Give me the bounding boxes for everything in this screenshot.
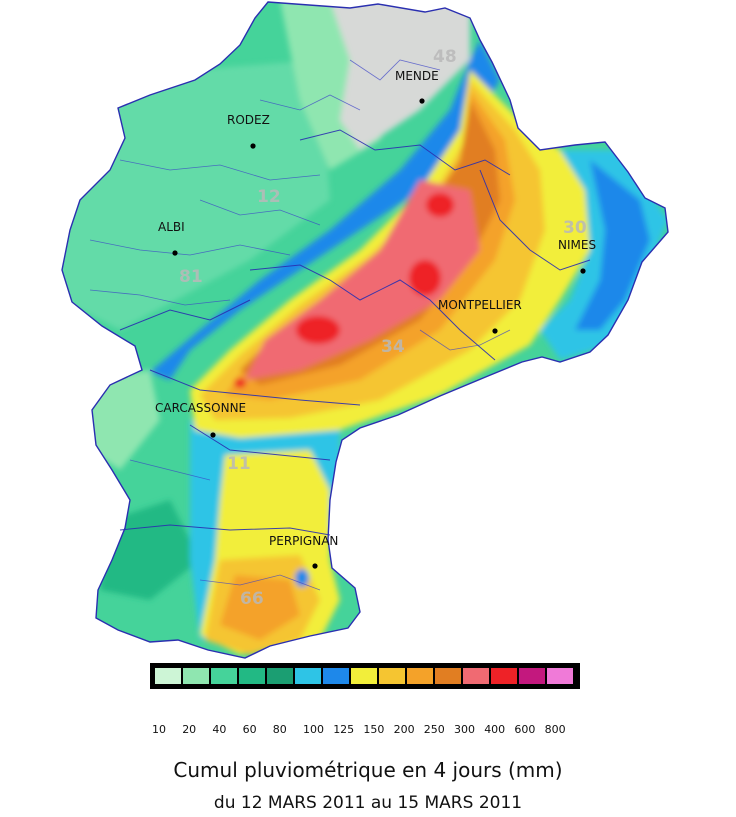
department-number: 81 [179,267,203,287]
color-legend: 10 20 40 60 80 100 125 150 200 250 300 400 600 800 [150,663,580,736]
legend-swatch [323,668,349,684]
department-number: 34 [381,337,405,357]
city-label-montpellier: MONTPELLIER [438,298,522,312]
department-number: 66 [240,589,264,609]
city-label-albi: ALBI [158,220,185,234]
city-marker [492,328,498,334]
department-number: 11 [227,454,251,474]
legend-swatch [379,668,405,684]
caption-title: Cumul pluviométrique en 4 jours (mm) [173,758,563,782]
legend-swatch [183,668,209,684]
legend-tick-label: 600 [514,723,535,736]
legend-tick-label: 200 [394,723,415,736]
legend-tick-label: 80 [273,723,287,736]
city-label-nimes: NIMES [558,238,596,252]
department-number: 48 [433,47,457,67]
legend-swatch [491,668,517,684]
city-label-rodez: RODEZ [227,113,270,127]
cities: MENDE RODEZ ALBI NIMES MONTPELLIER CARCA… [155,69,596,569]
region-border [61,1,669,659]
city-marker [312,563,318,569]
legend-swatch [267,668,293,684]
legend-tick-label: 125 [333,723,354,736]
city-marker [172,250,178,256]
legend-swatch [155,668,181,684]
legend-swatch [239,668,265,684]
legend-swatch [547,668,573,684]
department-borders [119,129,591,536]
department-number: 30 [563,218,587,238]
legend-swatch [435,668,461,684]
city-marker [250,143,256,149]
legend-swatch [519,668,545,684]
rivers [89,59,511,591]
legend-swatch [407,668,433,684]
legend-tick-label: 100 [303,723,324,736]
legend-swatch [295,668,321,684]
city-label-carcassonne: CARCASSONNE [155,401,246,415]
legend-tick-label: 150 [363,723,384,736]
legend-tick-label: 300 [454,723,475,736]
department-numbers: 48 12 81 30 34 11 66 [179,47,587,609]
caption-date: du 12 MARS 2011 au 15 MARS 2011 [213,793,523,813]
legend-swatch [351,668,377,684]
legend-tick-label: 250 [424,723,445,736]
city-label-perpignan: PERPIGNAN [269,534,338,548]
department-number: 12 [257,187,281,207]
legend-tick-label: 60 [243,723,257,736]
legend-tick-label: 400 [484,723,505,736]
rainfall-field [62,2,668,658]
legend-tick-label: 10 [152,723,166,736]
legend-swatch [463,668,489,684]
legend-tick-label: 40 [212,723,226,736]
legend-swatch [211,668,237,684]
city-marker [210,432,216,438]
legend-tick-label: 800 [545,723,566,736]
city-label-mende: MENDE [395,69,439,83]
city-marker [419,98,425,104]
legend-tick-label: 20 [182,723,196,736]
city-marker [580,268,586,274]
